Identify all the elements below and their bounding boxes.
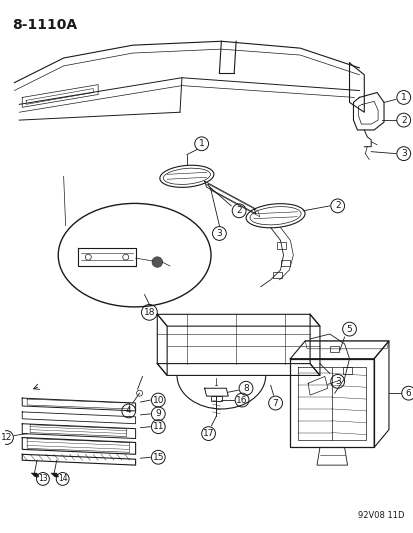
Text: 2: 2	[236, 206, 241, 215]
Text: 92V08 11D: 92V08 11D	[357, 511, 404, 520]
Text: 12: 12	[1, 433, 12, 442]
Text: 2: 2	[400, 116, 406, 125]
Text: 2: 2	[334, 201, 339, 211]
Text: 8-1110A: 8-1110A	[12, 18, 77, 31]
Text: 17: 17	[202, 429, 214, 438]
Text: 8: 8	[242, 384, 248, 393]
Text: 11: 11	[152, 422, 164, 431]
Text: 1: 1	[400, 93, 406, 102]
Text: 1: 1	[198, 139, 204, 148]
Text: 16: 16	[236, 395, 247, 405]
Text: 14: 14	[58, 474, 67, 483]
Text: 4: 4	[126, 407, 131, 415]
Text: 7: 7	[272, 399, 278, 408]
Text: 3: 3	[216, 229, 222, 238]
Polygon shape	[51, 473, 59, 477]
Text: 10: 10	[152, 395, 164, 405]
Polygon shape	[31, 473, 39, 477]
Text: 18: 18	[143, 308, 155, 317]
Text: 5: 5	[346, 325, 351, 334]
Circle shape	[152, 257, 162, 267]
Text: 9: 9	[155, 409, 161, 418]
Text: 6: 6	[405, 389, 411, 398]
Text: 13: 13	[38, 474, 47, 483]
Text: 15: 15	[152, 453, 164, 462]
Text: 3: 3	[334, 377, 340, 386]
Text: 3: 3	[400, 149, 406, 158]
